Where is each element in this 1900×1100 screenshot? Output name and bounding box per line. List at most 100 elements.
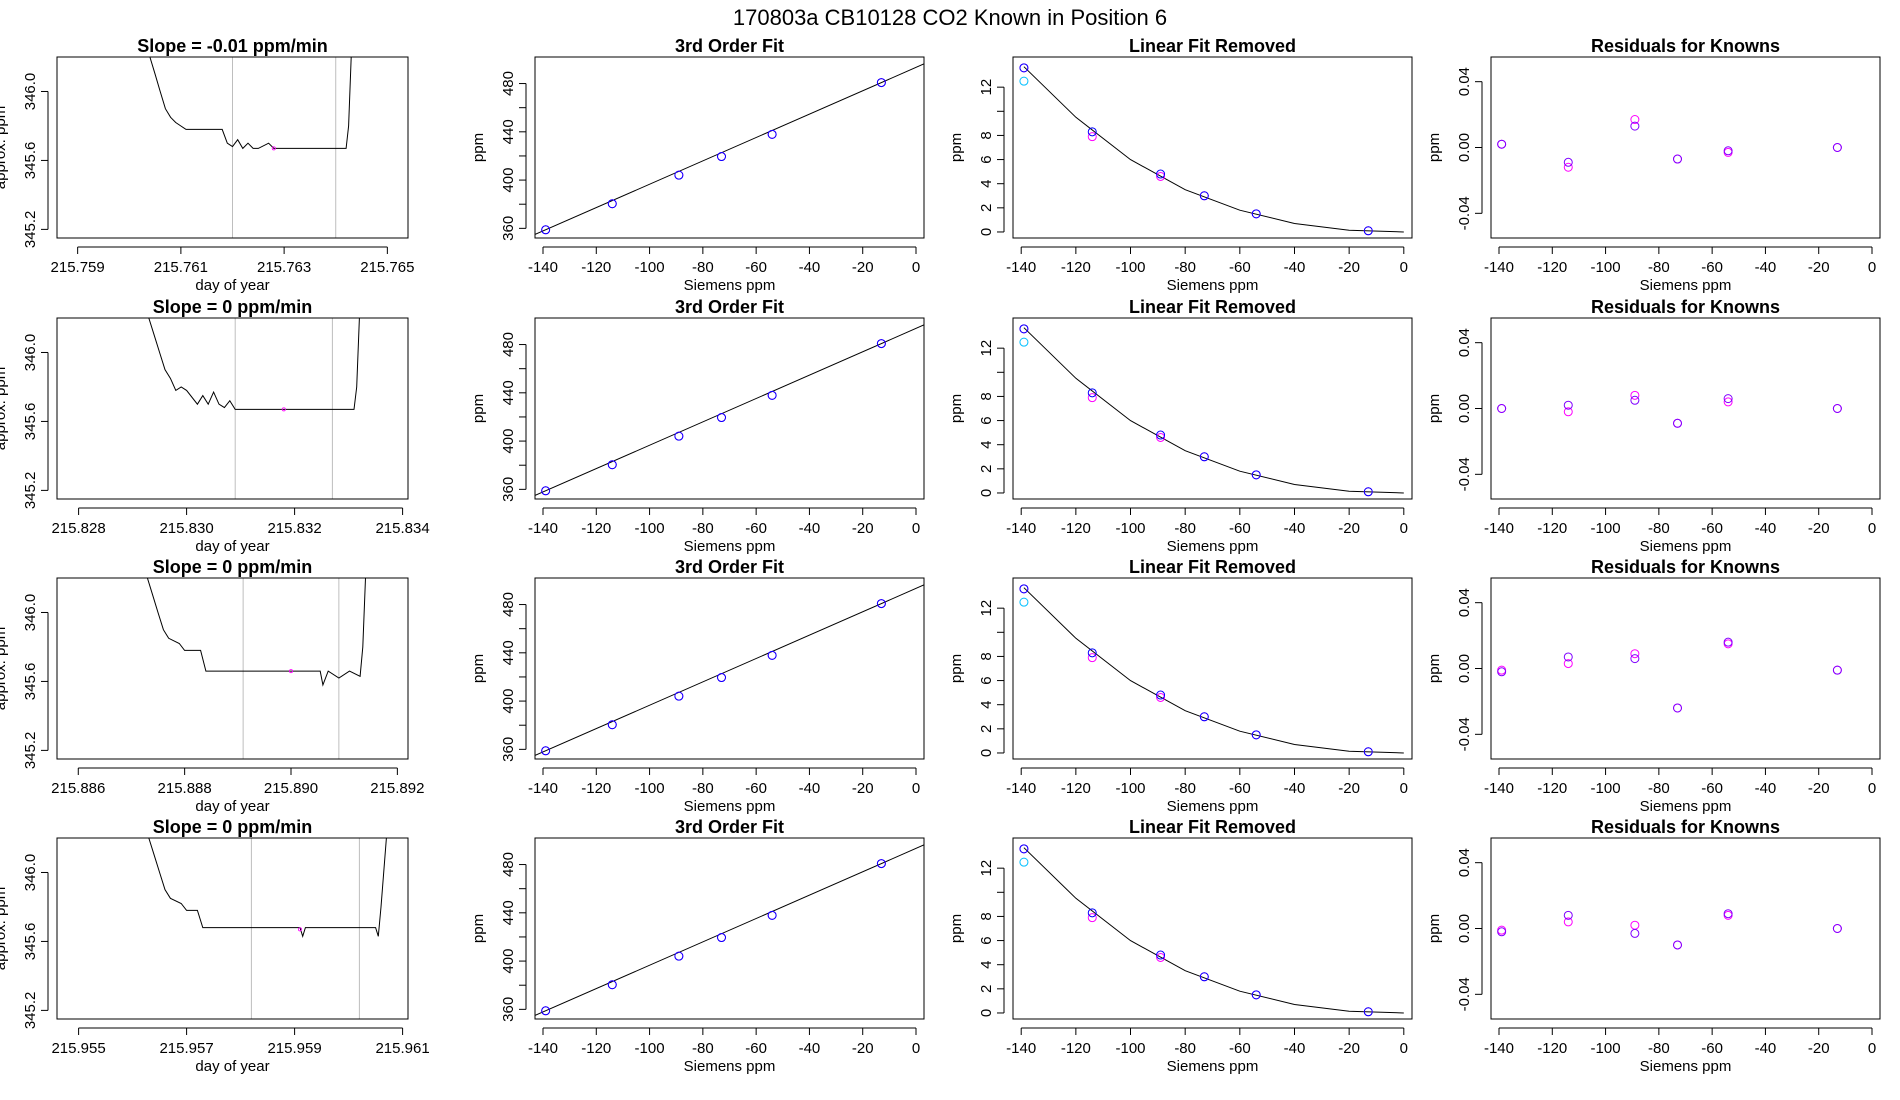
r3-lin-y-tick-label: 12: [978, 600, 995, 617]
r4-lin-x-tick-label: 0: [1400, 1040, 1408, 1057]
r3-trace-ylabel: approx. ppm: [0, 627, 9, 710]
r2-res-point-blue: [1723, 394, 1733, 404]
r3-lin-point-blue: [1199, 712, 1209, 722]
r4-fit-x-tick-label: -80: [692, 1040, 714, 1057]
r3-fit-ylabel: ppm: [470, 654, 487, 683]
r3-trace-x-tick-label: 215.888: [158, 780, 212, 797]
r2-fit-x-tick-label: -60: [745, 520, 767, 537]
r3-fit-x-tick-label: -140: [528, 780, 558, 797]
r1-lin-x-tick-label: -60: [1229, 259, 1251, 276]
r4-trace-y-tick-label: 346.0: [22, 854, 39, 892]
r4-trace-title: Slope = 0 ppm/min: [153, 817, 313, 837]
r2-lin-point-magenta: [1087, 393, 1097, 403]
r3-fit-fit-line: [535, 584, 924, 756]
r3-trace-x-tick-label: 215.886: [51, 780, 105, 797]
r1-fit-x-tick-label: 0: [912, 259, 920, 276]
r4-res-frame: [1490, 837, 1881, 1020]
r1-lin-ylabel: ppm: [948, 133, 965, 162]
r2-lin-xlabel: Siemens ppm: [1167, 538, 1259, 555]
r1-fit-plot-area: [535, 63, 924, 235]
r2-lin-y-tick-label: 2: [978, 465, 995, 473]
r3-lin-point-magenta: [1087, 653, 1097, 663]
r2-lin-point-magenta: [1156, 432, 1166, 442]
r4-fit-point-blue: [607, 980, 617, 990]
r3-fit-title: 3rd Order Fit: [675, 557, 784, 577]
r1-lin-point-blue: [1019, 63, 1029, 73]
r4-trace-x-tick-label: 215.955: [51, 1040, 105, 1057]
r1-trace-trace-line: [149, 57, 352, 150]
r4-trace-plot-area: [148, 838, 387, 1019]
r2-fit-x-tick-label: -80: [692, 520, 714, 537]
r4-lin-plot-area: [1019, 844, 1404, 1017]
r1-trace-x-tick-label: 215.759: [51, 259, 105, 276]
r2-lin-fit-curve: [1023, 327, 1404, 494]
r3-lin-ylabel: ppm: [948, 654, 965, 683]
r2-lin-x-tick-label: -60: [1229, 520, 1251, 537]
r3-res-point-blue: [1563, 652, 1573, 662]
r3-fit-xlabel: Siemens ppm: [684, 798, 776, 815]
r2-lin-x-tick-label: 0: [1400, 520, 1408, 537]
r3-fit-point-blue: [767, 650, 777, 660]
r4-lin-frame: [1012, 837, 1413, 1020]
r3-res-y-tick-label: 0.00: [1456, 654, 1473, 683]
r4-res-x-tick-label: -60: [1701, 1040, 1723, 1057]
r2-res-x-tick-label: -40: [1755, 520, 1777, 537]
r2-lin-y-tick-label: 12: [978, 340, 995, 357]
r1-lin-point-blue: [1087, 127, 1097, 137]
r1-lin-y-tick-label: 2: [978, 204, 995, 212]
r4-lin-y-tick-label: 12: [978, 860, 995, 877]
r4-lin-x-tick-label: -60: [1229, 1040, 1251, 1057]
r1-lin-point-blue: [1156, 169, 1166, 179]
r4-res-point-blue: [1563, 910, 1573, 920]
r4-fit-plot-area: [535, 844, 924, 1016]
r2-fit-point-blue: [607, 460, 617, 470]
r1-lin-point-blue: [1363, 226, 1373, 236]
r2-trace-frame: [56, 317, 409, 500]
r3-lin-point-blue: [1019, 584, 1029, 594]
r2-res-x-tick-label: -120: [1537, 520, 1567, 537]
r3-lin-x-tick-label: -60: [1229, 780, 1251, 797]
r1-res-ylabel: ppm: [1426, 133, 1443, 162]
r1-trace-marker: [271, 146, 276, 151]
r2-res-x-tick-label: -100: [1591, 520, 1621, 537]
r2-lin-x-tick-label: -140: [1006, 520, 1036, 537]
r4-lin-x-tick-label: -20: [1338, 1040, 1360, 1057]
r4-res-point-blue: [1832, 924, 1842, 933]
r2-res-ylabel: ppm: [1426, 394, 1443, 423]
r3-res-point-magenta: [1630, 649, 1640, 659]
r2-fit-title: 3rd Order Fit: [675, 297, 784, 317]
r4-res-x-tick-label: -40: [1755, 1040, 1777, 1057]
r1-res-point-blue: [1673, 154, 1683, 164]
r3-fit-x-tick-label: -20: [852, 780, 874, 797]
r3-fit-y-tick-label: 400: [500, 689, 517, 714]
r1-res-point-blue: [1723, 146, 1733, 156]
r4-res-point-magenta: [1630, 920, 1640, 930]
r1-trace-frame: [56, 56, 409, 239]
r2-trace-title: Slope = 0 ppm/min: [153, 297, 313, 317]
r4-fit-xlabel: Siemens ppm: [684, 1058, 776, 1075]
r1-res-x-tick-label: -20: [1808, 259, 1830, 276]
r3-lin-x-tick-label: -140: [1006, 780, 1036, 797]
r3-res-x-tick-label: -100: [1591, 780, 1621, 797]
r3-lin-x-tick-label: 0: [1400, 780, 1408, 797]
r1-lin-x-tick-label: 0: [1400, 259, 1408, 276]
r2-res-y-tick-label: 0.00: [1456, 394, 1473, 423]
r2-lin-point-blue: [1019, 324, 1029, 334]
r2-res-y-tick-label: 0.04: [1456, 328, 1473, 357]
r2-res-point-magenta: [1723, 397, 1733, 407]
r2-lin-point-blue: [1156, 430, 1166, 440]
r4-fit-point-blue: [717, 933, 727, 943]
r2-res-x-tick-label: 0: [1868, 520, 1876, 537]
r4-trace-frame: [56, 837, 409, 1020]
r1-res-xlabel: Siemens ppm: [1640, 277, 1732, 294]
r2-trace-y-tick-label: 345.6: [22, 403, 39, 441]
r1-trace-plot-area: [149, 57, 352, 238]
r4-lin-point-cyan: [1019, 857, 1029, 867]
r3-trace-title: Slope = 0 ppm/min: [153, 557, 313, 577]
r4-lin-point-blue: [1019, 844, 1029, 854]
r3-lin-frame: [1012, 577, 1413, 760]
r1-fit-x-tick-label: -20: [852, 259, 874, 276]
r2-res-point-blue: [1630, 395, 1640, 405]
r2-res-xlabel: Siemens ppm: [1640, 538, 1732, 555]
